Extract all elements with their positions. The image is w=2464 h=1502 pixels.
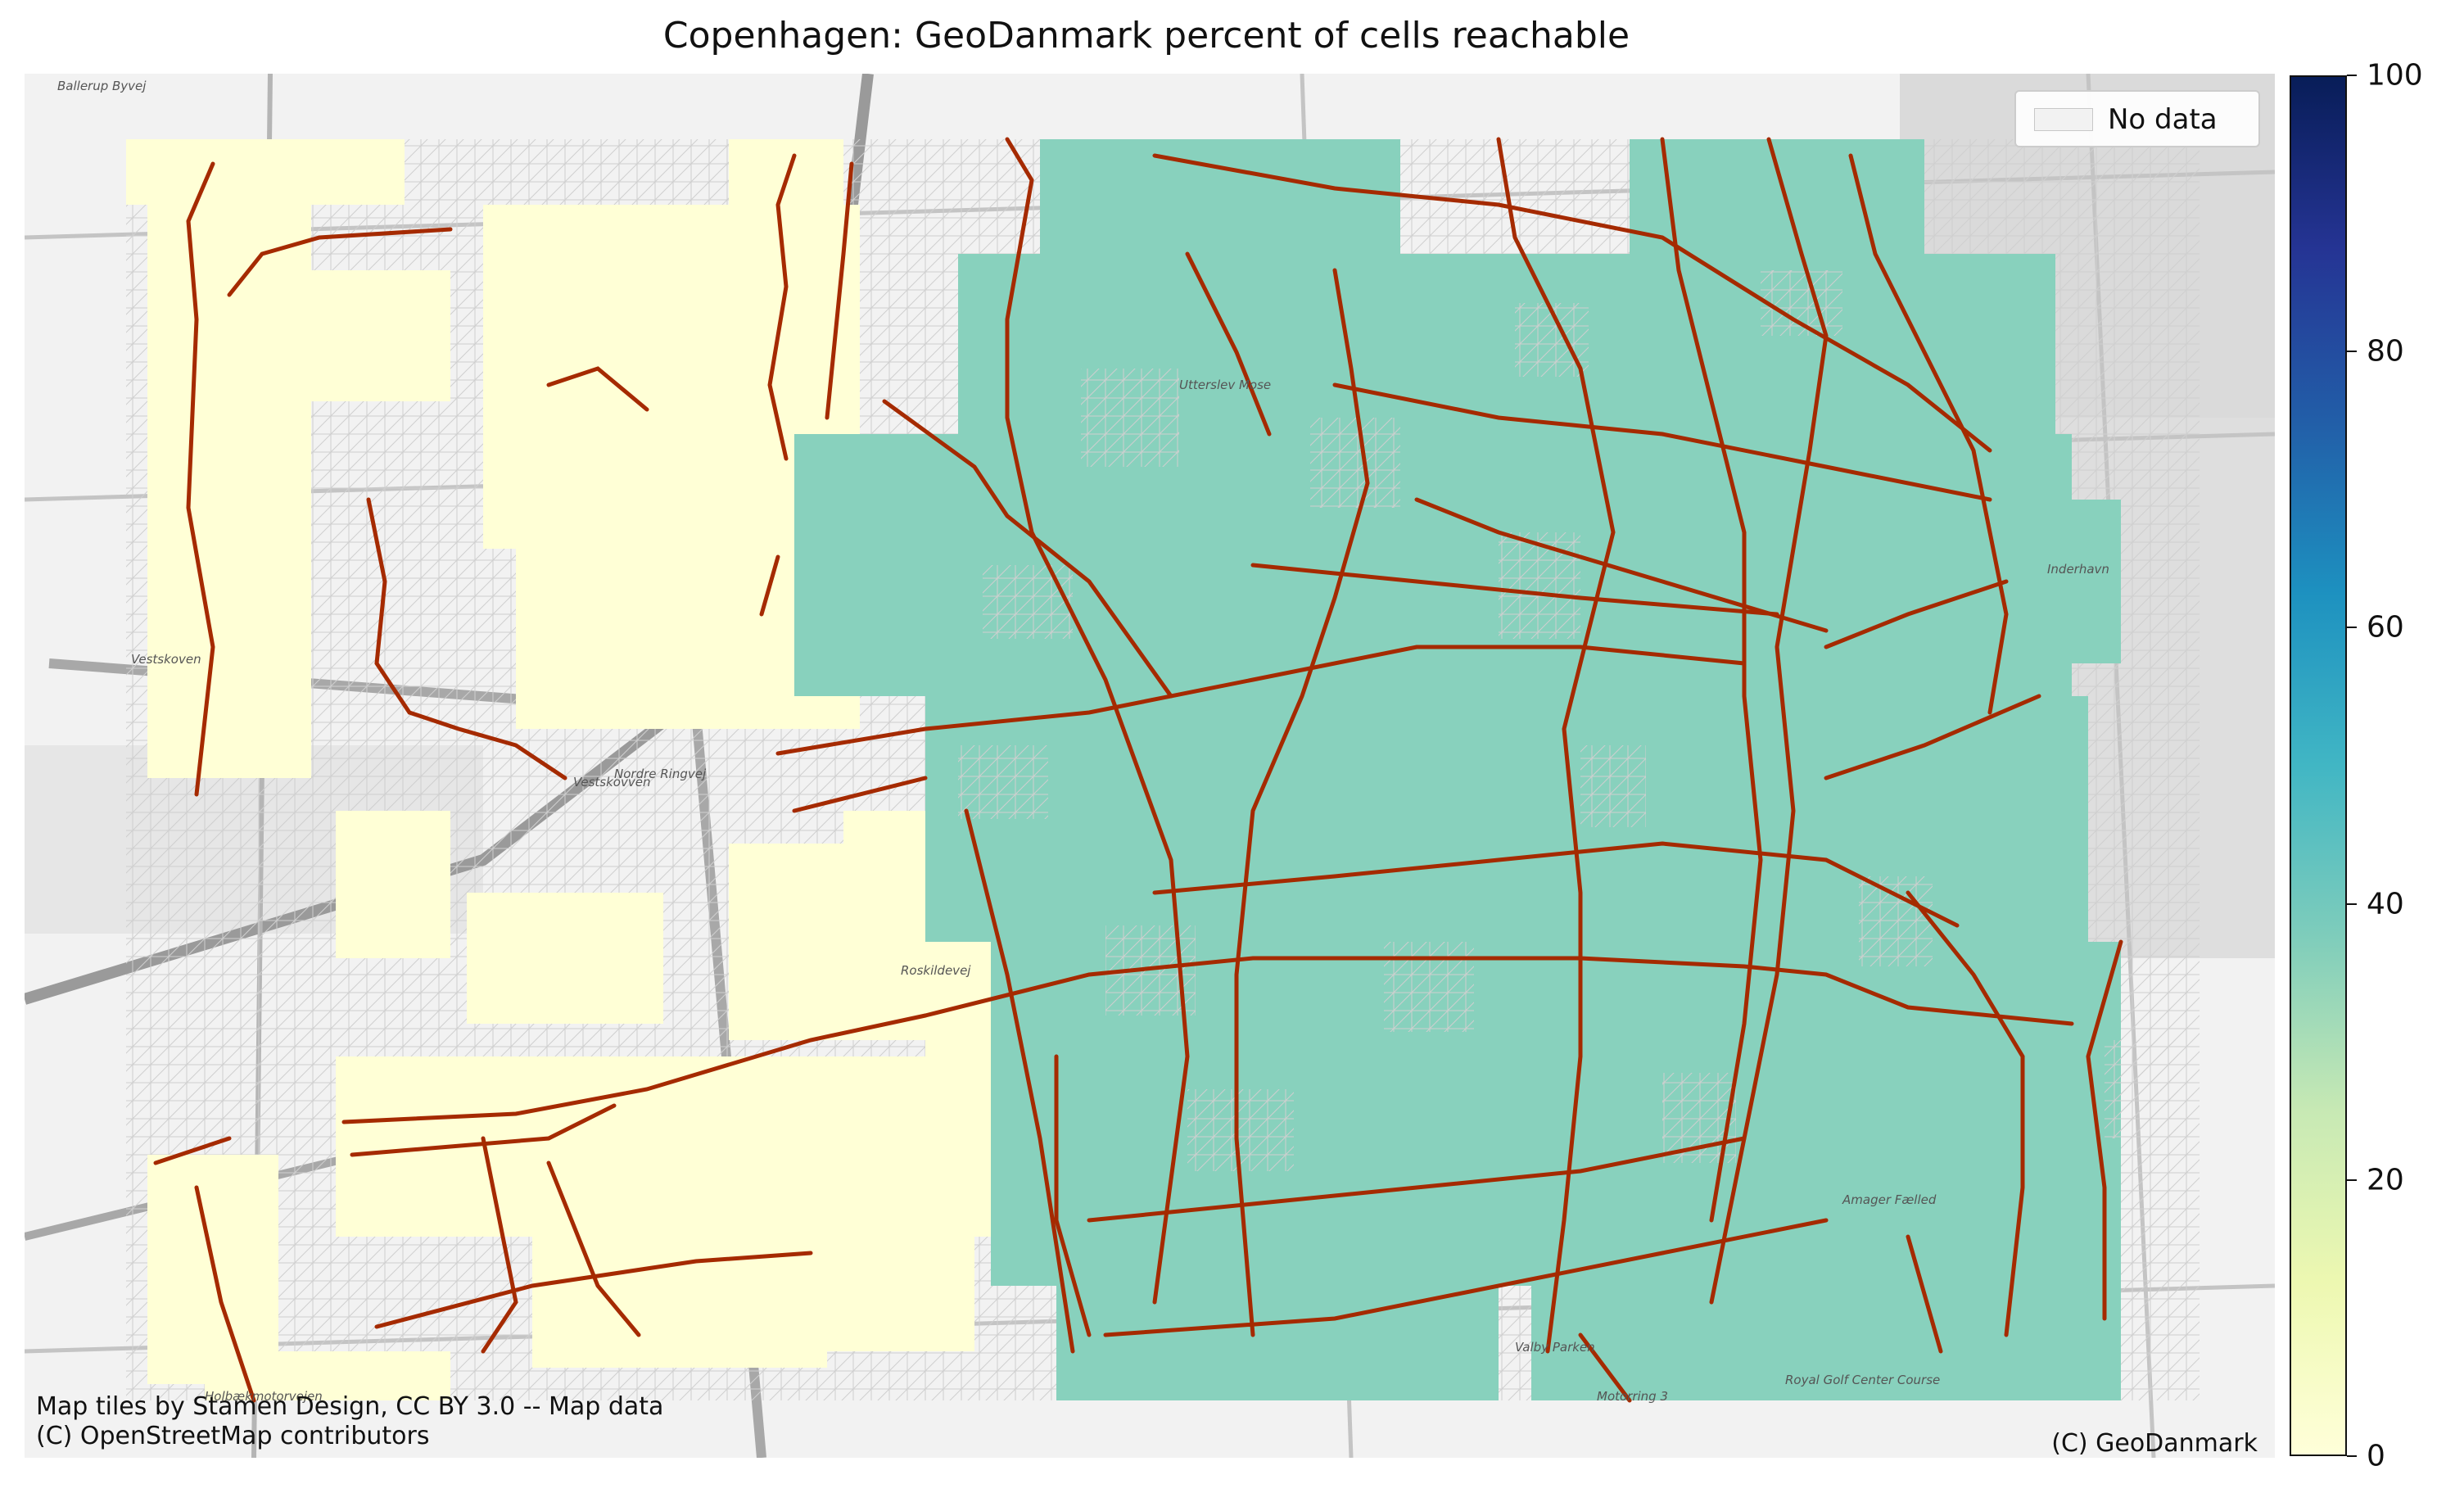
grid-cell-mid bbox=[1531, 1286, 1826, 1400]
map-label: Utterslev Mose bbox=[1179, 378, 1271, 392]
map-label: Amager Fælled bbox=[1842, 1192, 1937, 1207]
colorbar-tick-label: 0 bbox=[2367, 1439, 2385, 1473]
colorbar-tick bbox=[2347, 1455, 2357, 1457]
map-label: Nordre Ringvej bbox=[614, 767, 707, 781]
colorbar-tick bbox=[2347, 351, 2357, 353]
grid-cell-mid bbox=[1924, 254, 2023, 352]
grid-cell-low bbox=[303, 270, 450, 401]
map-label: Vestskoven bbox=[131, 652, 201, 667]
colorbar-tick-label: 20 bbox=[2367, 1163, 2404, 1197]
colorbar-tick-label: 80 bbox=[2367, 334, 2404, 369]
grid-cell-mid bbox=[1777, 1155, 2121, 1400]
map-label: Motorring 3 bbox=[1597, 1389, 1668, 1404]
colorbar-tick-label: 100 bbox=[2367, 58, 2423, 93]
map-label: Roskildevej bbox=[901, 963, 971, 978]
map-place-labels: Utterslev Mose Vestskoven Vestskovven In… bbox=[57, 79, 2109, 1404]
no-data-label: No data bbox=[2108, 103, 2218, 136]
map-label: Vestskovven bbox=[573, 775, 650, 789]
no-data-swatch bbox=[2034, 108, 2093, 131]
cycling-network bbox=[153, 137, 2123, 1403]
grid-cell-low bbox=[336, 811, 450, 958]
colorbar-tick bbox=[2347, 75, 2357, 76]
colorbar-tick bbox=[2347, 1179, 2357, 1181]
grid-cell-mid bbox=[1056, 1286, 1499, 1400]
colorbar bbox=[2290, 75, 2347, 1456]
attribution-line-2: (C) OpenStreetMap contributors bbox=[36, 1422, 430, 1450]
map-label: Valby Parken bbox=[1515, 1340, 1595, 1355]
map-panel[interactable]: Utterslev Mose Vestskoven Vestskovven In… bbox=[25, 74, 2275, 1458]
map-label: Holbækmotorvejen bbox=[205, 1389, 323, 1404]
map-title: Copenhagen: GeoDanmark percent of cells … bbox=[662, 15, 1630, 57]
grid-cell-low bbox=[467, 893, 663, 1024]
map-label: Ballerup Byvej bbox=[57, 79, 147, 93]
grid-cell-low bbox=[126, 139, 405, 205]
mid-reachability-cells bbox=[794, 139, 2121, 1400]
grid-cell-low bbox=[147, 205, 311, 778]
grid-cell-low bbox=[532, 1237, 827, 1368]
grid-cell-mid bbox=[1040, 139, 1400, 254]
colorbar-tick bbox=[2347, 627, 2357, 629]
colorbar-tick-label: 60 bbox=[2367, 610, 2404, 645]
attribution-line-1: Map tiles by Stamen Design, CC BY 3.0 --… bbox=[36, 1392, 664, 1421]
grid-cell-mid bbox=[1630, 139, 1924, 254]
map-canvas: Utterslev Mose Vestskoven Vestskovven In… bbox=[25, 74, 2275, 1458]
tile-attribution: Map tiles by Stamen Design, CC BY 3.0 --… bbox=[36, 1392, 663, 1451]
holes bbox=[958, 270, 2178, 1171]
colorbar-tick bbox=[2347, 903, 2357, 905]
map-label: Inderhavn bbox=[2047, 562, 2109, 577]
colorbar-tick-label: 40 bbox=[2367, 887, 2404, 921]
data-attribution: (C) GeoDanmark bbox=[2051, 1429, 2258, 1458]
map-label: Royal Golf Center Course bbox=[1785, 1373, 1940, 1387]
map-legend: No data bbox=[2014, 90, 2260, 147]
grid-cell-mid bbox=[2023, 500, 2121, 663]
grid-cell-mid bbox=[991, 1155, 1777, 1286]
